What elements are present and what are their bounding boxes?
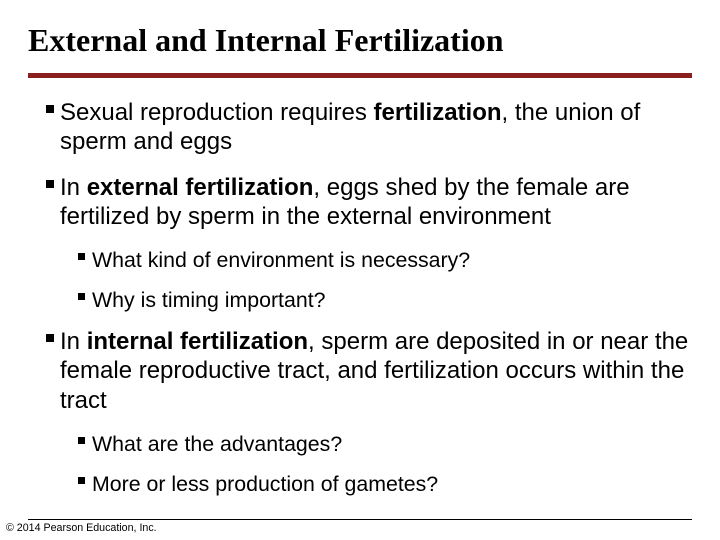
title-underline [28,73,692,78]
square-bullet-icon [46,180,54,188]
list-item-text: Sexual reproduction requires fertilizati… [60,99,640,155]
square-bullet-icon [78,437,85,444]
list-item-l2: What are the advantages? [78,431,692,457]
square-bullet-icon [78,477,85,484]
slide-title: External and Internal Fertilization [28,22,692,59]
list-item-text: What are the advantages? [92,432,342,456]
list-item-l2: What kind of environment is necessary? [78,247,692,273]
footer-rule [28,519,692,520]
square-bullet-icon [46,105,54,113]
square-bullet-icon [78,253,85,260]
bullet-list: Sexual reproduction requires fertilizati… [28,98,692,497]
list-item-text: More or less production of gametes? [92,472,438,496]
list-item-l1: Sexual reproduction requires fertilizati… [46,98,692,157]
list-item-text: What kind of environment is necessary? [92,248,470,272]
square-bullet-icon [46,334,54,342]
list-item-l1: In internal fertilization, sperm are dep… [46,327,692,415]
list-item-text: In external fertilization, eggs shed by … [60,174,630,230]
list-item-text: In internal fertilization, sperm are dep… [60,328,688,414]
square-bullet-icon [78,293,85,300]
list-item-l2: Why is timing important? [78,287,692,313]
list-item-l1: In external fertilization, eggs shed by … [46,173,692,232]
list-item-text: Why is timing important? [92,288,326,312]
list-item-l2: More or less production of gametes? [78,471,692,497]
copyright-text: © 2014 Pearson Education, Inc. [6,522,157,534]
